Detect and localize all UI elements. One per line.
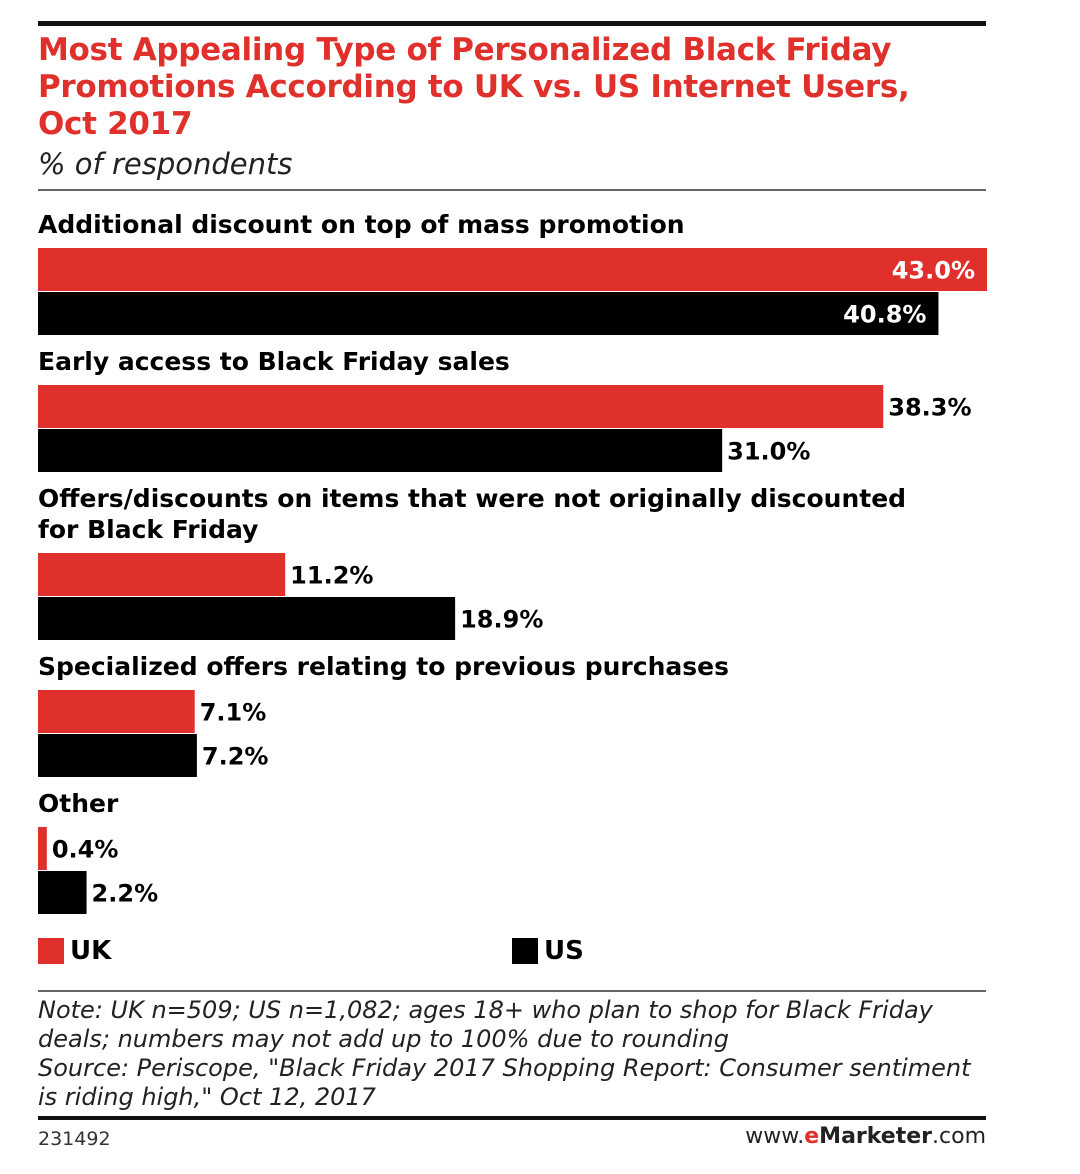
category-label: Other xyxy=(38,789,119,818)
brand-name: Marketer xyxy=(819,1124,933,1149)
legend-label-us: US xyxy=(544,936,584,966)
data-label: 7.1% xyxy=(200,699,267,727)
chart-notes: Note: UK n=509; US n=1,082; ages 18+ who… xyxy=(38,996,986,1112)
bar-uk xyxy=(38,827,47,870)
category-label: Specialized offers relating to previous … xyxy=(38,652,729,681)
note-rule xyxy=(38,990,986,992)
chart-id: 231492 xyxy=(38,1128,111,1150)
source-text: Source: Periscope, "Black Friday 2017 Sh… xyxy=(38,1054,971,1111)
bar-uk xyxy=(38,385,884,428)
bar-us xyxy=(38,429,723,472)
bar-uk xyxy=(38,690,195,733)
bar-us xyxy=(38,292,939,335)
category-label: Additional discount on top of mass promo… xyxy=(38,210,685,239)
bar-uk xyxy=(38,248,987,291)
legend-label-uk: UK xyxy=(70,936,112,966)
bottom-rule xyxy=(38,1116,986,1120)
bar-us xyxy=(38,734,197,777)
data-label: 43.0% xyxy=(892,257,975,285)
chart-title: Most Appealing Type of Personalized Blac… xyxy=(38,32,910,142)
legend-swatch-us xyxy=(512,938,538,964)
note-text: Note: UK n=509; US n=1,082; ages 18+ who… xyxy=(38,996,933,1053)
brand-suffix: .com xyxy=(932,1124,986,1149)
data-label: 38.3% xyxy=(888,394,971,422)
brand-e: e xyxy=(804,1124,820,1149)
bar-chart: Additional discount on top of mass promo… xyxy=(38,210,987,914)
bar-us xyxy=(38,597,456,640)
category-label: Early access to Black Friday sales xyxy=(38,347,510,376)
legend-item-uk: UK xyxy=(38,936,111,966)
top-rule xyxy=(38,21,986,26)
category-label: Offers/discounts on items that were not … xyxy=(38,484,906,544)
data-label: 11.2% xyxy=(290,562,373,590)
bar-uk xyxy=(38,553,286,596)
brand-prefix: www. xyxy=(745,1124,805,1149)
data-label: 0.4% xyxy=(52,836,119,864)
chart-subtitle: % of respondents xyxy=(38,147,293,181)
header-rule xyxy=(38,189,986,191)
data-label: 18.9% xyxy=(460,606,543,634)
data-label: 31.0% xyxy=(727,438,810,466)
legend-swatch-uk xyxy=(38,938,64,964)
data-label: 7.2% xyxy=(202,743,269,771)
bar-us xyxy=(38,871,87,914)
data-label: 40.8% xyxy=(843,301,926,329)
legend-item-us: US xyxy=(512,936,584,966)
data-label: 2.2% xyxy=(92,880,159,908)
emarketer-logo[interactable]: www.eMarketer.com xyxy=(745,1124,986,1149)
